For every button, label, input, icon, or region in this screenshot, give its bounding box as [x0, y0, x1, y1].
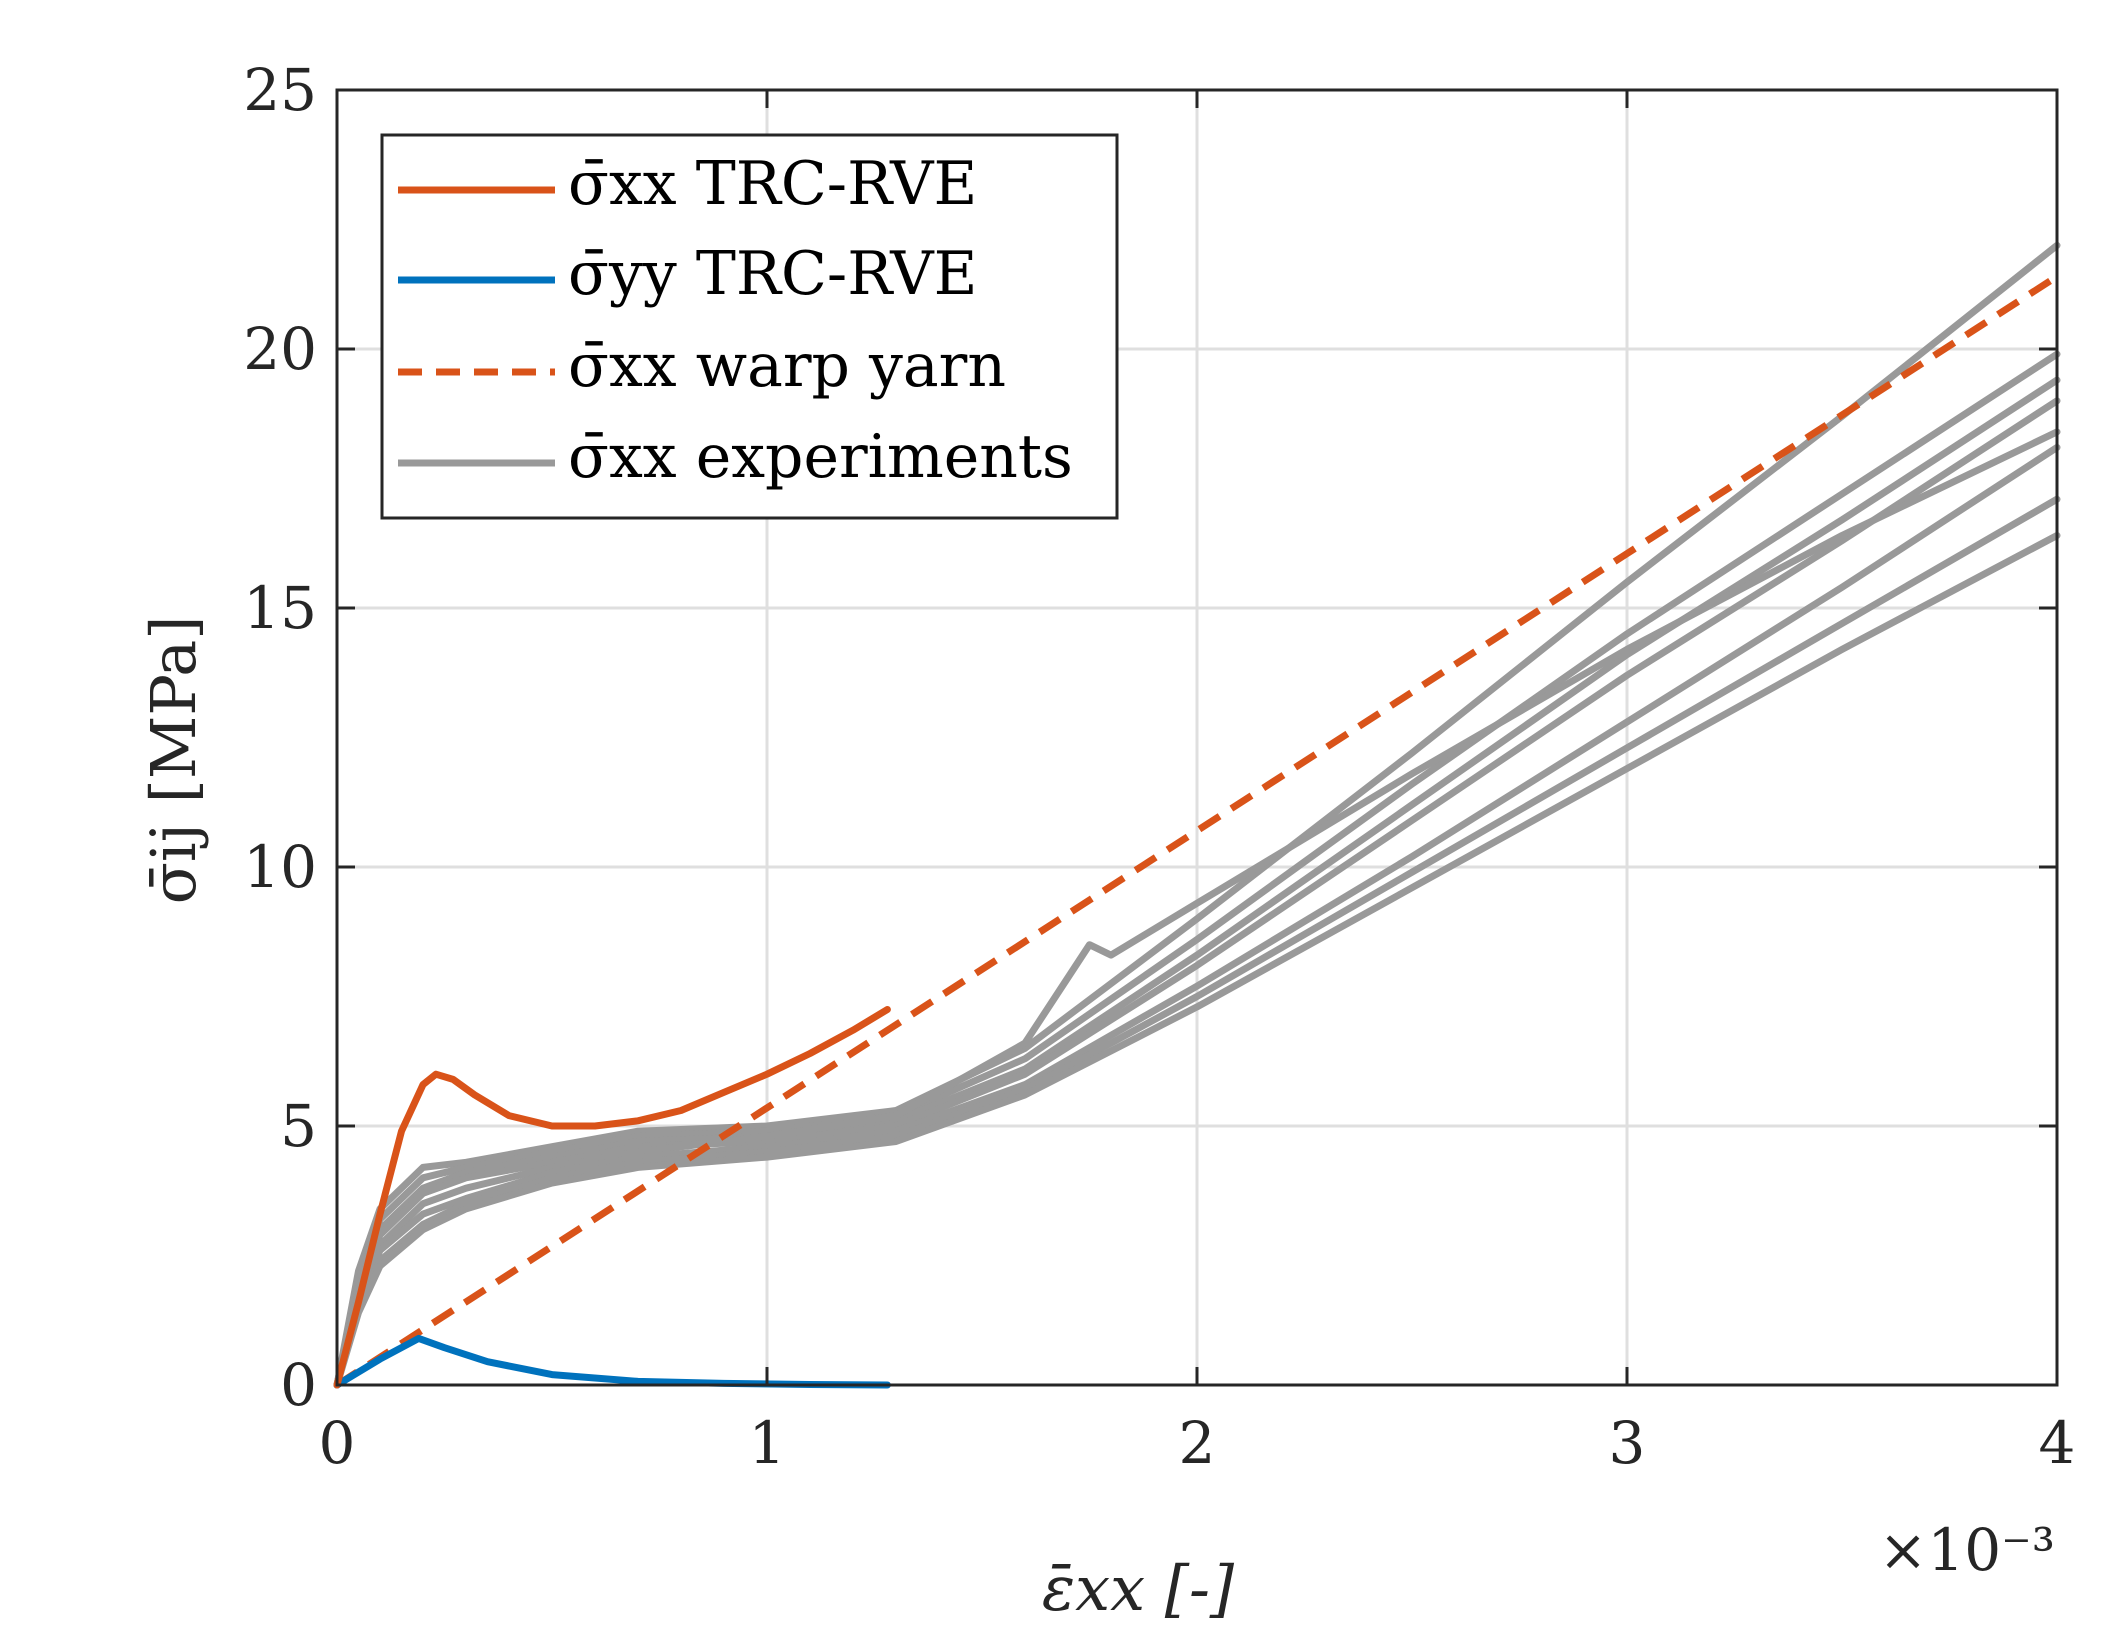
y-tick-label: 15 [243, 574, 317, 642]
series-layer [333, 241, 2061, 1389]
experiment-curve [333, 397, 2061, 1389]
legend-label-warp-yarn: σ̄xx warp yarn [568, 331, 1006, 401]
experiment-curve [333, 241, 2061, 1389]
experiment-curve [333, 443, 2061, 1389]
legend-label-sxx-rve: σ̄xx TRC-RVE [568, 149, 977, 219]
x-tick-label: 3 [1609, 1409, 1646, 1477]
x-tick-label: 0 [319, 1409, 356, 1477]
y-tick-label: 20 [243, 315, 317, 383]
y-tick-label: 10 [243, 833, 317, 901]
experiment-curve [333, 428, 2061, 1389]
legend-box [380, 133, 1119, 520]
x-tick-label: 4 [2039, 1409, 2076, 1477]
plot-frame [335, 88, 2059, 1387]
tick-labels: 0 1 2 3 4 0 5 10 15 20 25 [243, 56, 2075, 1477]
x-tick-label: 1 [749, 1409, 786, 1477]
experiment-curve [333, 532, 2061, 1389]
x-tick-label: 2 [1179, 1409, 1216, 1477]
y-tick-label: 5 [280, 1092, 317, 1160]
y-tick-label: 0 [280, 1351, 317, 1419]
legend: σ̄xx TRC-RVE σ̄yy TRC-RVE σ̄xx warp yarn… [380, 133, 1119, 520]
sxx-rve-line [333, 1006, 891, 1389]
experiment-curve [333, 495, 2061, 1389]
legend-label-syy-rve: σ̄yy TRC-RVE [568, 239, 977, 309]
x-axis-label: ε̄xx [-] [1042, 1552, 1235, 1625]
y-tick-label: 25 [243, 56, 317, 124]
x-axis-multiplier: ×10⁻³ [1879, 1516, 2055, 1584]
y-axis-label: σ̄ij [MPa] [137, 616, 210, 905]
experiment-curve [333, 350, 2061, 1389]
axes [335, 88, 2059, 1387]
legend-label-experiments: σ̄xx experiments [568, 422, 1073, 492]
